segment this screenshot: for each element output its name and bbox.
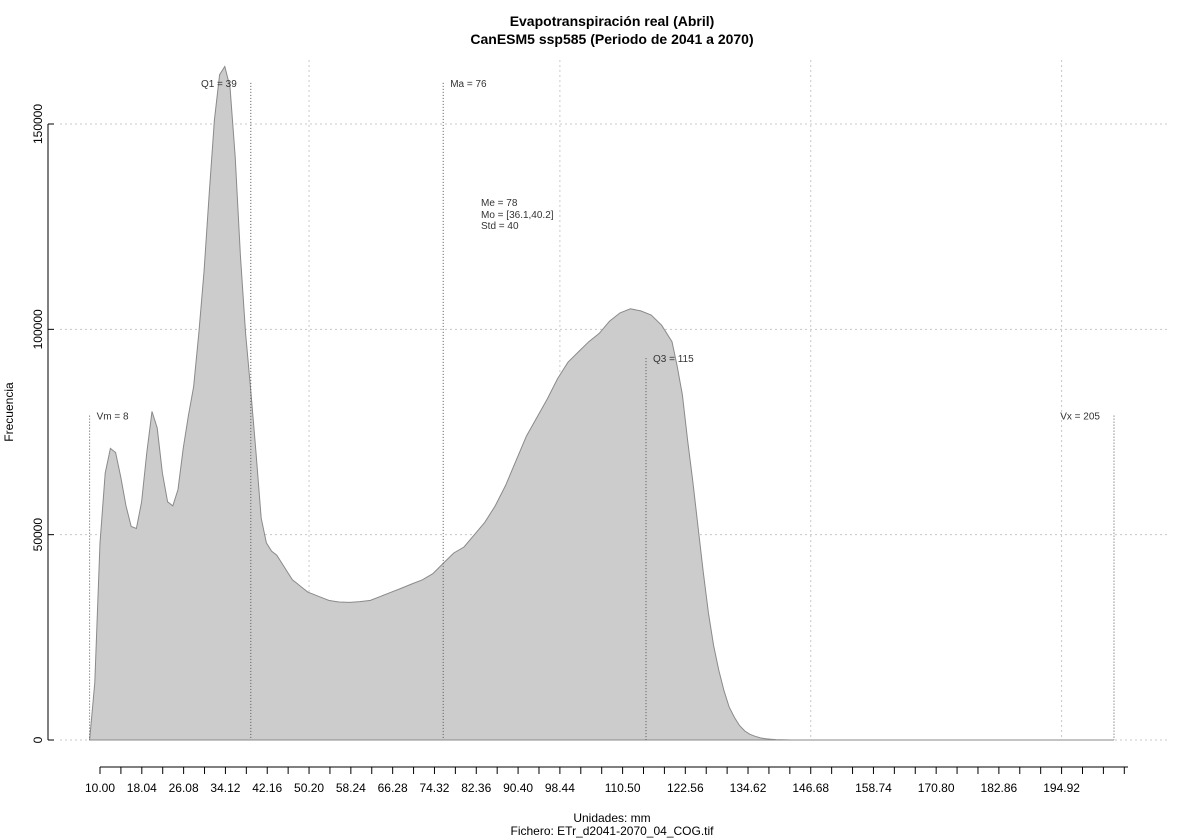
y-tick-label-0: 0 [31, 736, 45, 743]
density-area [89, 65, 1114, 741]
file-caption: Fichero: ETr_d2041-2070_04_COG.tif [511, 824, 715, 838]
y-axis-label: Frecuencia [2, 382, 16, 442]
chart-subtitle: CanESM5 ssp585 (Periodo de 2041 a 2070) [470, 31, 753, 47]
x-tick-label-4: 42.16 [252, 781, 282, 795]
marker-label-1: Q1 = 39 [201, 79, 237, 90]
x-tick-label-16: 158.74 [855, 781, 892, 795]
x-tick-label-17: 170.80 [918, 781, 955, 795]
x-tick-label-2: 26.08 [169, 781, 199, 795]
y-tick-label-2: 100000 [31, 309, 45, 349]
x-tick-label-11: 98.44 [545, 781, 575, 795]
x-tick-label-18: 182.86 [981, 781, 1018, 795]
chart-title: Evapotranspiración real (Abril) [510, 13, 715, 29]
x-tick-label-10: 90.40 [503, 781, 533, 795]
x-tick-label-13: 122.56 [667, 781, 704, 795]
x-tick-label-7: 66.28 [378, 781, 408, 795]
marker-label-3: Q3 = 115 [653, 354, 694, 365]
x-tick-label-12: 110.50 [605, 781, 641, 795]
density-area-path [89, 65, 1114, 741]
axes: 10.00 18.04 26.08 34.12 42.16 50.20 58.24 66.28… [31, 104, 1128, 795]
x-tick-label-15: 146.68 [792, 781, 829, 795]
x-tick-label-6: 58.24 [336, 781, 366, 795]
x-tick-label-9: 82.36 [461, 781, 491, 795]
y-tick-label-3: 150000 [31, 104, 45, 144]
x-tick-label-1: 18.04 [127, 781, 157, 795]
stat-markers: Vm = 8 Q1 = 39 Ma = 76 Q3 = 115 Vx = 205 [89, 79, 1115, 740]
y-tick-label-1: 50000 [31, 518, 45, 552]
stats-box: Me = 78 Mo = [36.1,40.2] Std = 40 [481, 198, 554, 232]
marker-label-4: Vx = 205 [1060, 412, 1100, 423]
x-tick-label-14: 134.62 [730, 781, 767, 795]
x-axis-label: Unidades: mm [573, 811, 650, 825]
stat-median: Me = 78 [481, 198, 518, 209]
x-tick-label-19: 194.92 [1043, 781, 1080, 795]
stat-mode: Mo = [36.1,40.2] [481, 210, 554, 221]
stat-std: Std = 40 [481, 221, 519, 232]
marker-label-2: Ma = 76 [450, 79, 487, 90]
marker-label-0: Vm = 8 [97, 412, 129, 423]
x-tick-label-8: 74.32 [419, 781, 449, 795]
x-tick-label-5: 50.20 [294, 781, 324, 795]
x-tick-label-3: 34.12 [210, 781, 240, 795]
x-tick-label-0: 10.00 [85, 781, 115, 795]
